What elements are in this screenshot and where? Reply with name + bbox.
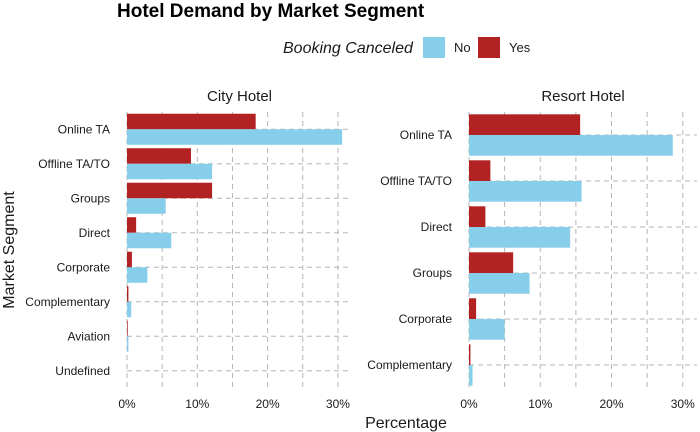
bar-complementary-no xyxy=(469,365,473,386)
y-tick-label: Online TA xyxy=(58,122,110,136)
chart-title: Hotel Demand by Market Segment xyxy=(117,1,425,22)
bar-corporate-no xyxy=(469,319,505,340)
bar-groups-yes xyxy=(469,252,514,273)
legend-label-yes: Yes xyxy=(509,40,531,55)
x-tick-label: 0% xyxy=(118,397,136,411)
legend-label-no: No xyxy=(454,40,471,55)
bar-online-ta-no xyxy=(469,135,673,156)
x-tick-label: 0% xyxy=(460,397,478,411)
bar-offline-ta-to-no xyxy=(127,163,213,180)
x-tick-label: 10% xyxy=(185,397,209,411)
x-tick-label: 20% xyxy=(256,397,280,411)
y-tick-label: Groups xyxy=(71,191,110,205)
y-tick-label: Direct xyxy=(79,226,111,240)
bar-corporate-yes xyxy=(127,251,132,268)
bar-corporate-yes xyxy=(469,298,477,319)
y-axis-label: Market Segment xyxy=(1,191,18,309)
bar-complementary-no xyxy=(127,301,132,318)
y-tick-label: Complementary xyxy=(367,358,452,372)
bar-online-ta-yes xyxy=(469,114,581,135)
bar-direct-yes xyxy=(127,217,137,233)
legend-title: Booking Canceled xyxy=(283,40,414,57)
x-axis-label: Percentage xyxy=(365,415,447,432)
bar-groups-yes xyxy=(127,182,213,199)
bar-aviation-no xyxy=(127,336,129,352)
bar-direct-no xyxy=(127,232,172,249)
bar-online-ta-no xyxy=(127,129,343,145)
y-tick-label: Complementary xyxy=(25,295,110,309)
y-tick-label: Undefined xyxy=(55,364,110,378)
bar-direct-no xyxy=(469,227,571,248)
legend-swatch-yes xyxy=(478,37,500,58)
bar-groups-no xyxy=(469,273,530,294)
bar-complementary-yes xyxy=(469,344,471,365)
facet-resort-hotel: Resort Hotel 0% 10% 20% 30% Online TA Offline … xyxy=(367,88,697,411)
bar-online-ta-yes xyxy=(127,113,256,130)
x-tick-label: 30% xyxy=(326,397,350,411)
y-tick-label: Groups xyxy=(413,266,452,280)
bar-complementary-yes xyxy=(127,286,129,302)
bar-groups-no xyxy=(127,198,166,214)
bar-direct-yes xyxy=(469,206,486,227)
legend: Booking Canceled No Yes xyxy=(283,37,531,58)
y-tick-label: Offline TA/TO xyxy=(380,174,452,188)
y-tick-label: Direct xyxy=(421,220,453,234)
x-tick-label: 30% xyxy=(671,397,695,411)
y-tick-label: Corporate xyxy=(57,260,111,274)
x-tick-label: 10% xyxy=(528,397,552,411)
facet-title: Resort Hotel xyxy=(541,88,624,105)
legend-swatch-no xyxy=(423,37,445,58)
bar-offline-ta-to-yes xyxy=(469,160,491,181)
x-tick-label: 20% xyxy=(599,397,623,411)
bar-corporate-no xyxy=(127,267,148,283)
bar-aviation-yes xyxy=(127,320,128,337)
y-tick-label: Online TA xyxy=(400,128,452,142)
y-tick-label: Offline TA/TO xyxy=(38,157,110,171)
bar-offline-ta-to-no xyxy=(469,181,582,202)
bar-offline-ta-to-yes xyxy=(127,148,191,164)
facet-title: City Hotel xyxy=(207,88,272,105)
facet-city-hotel: City Hotel 0% 10% 20% 30% Online TA Offline TA… xyxy=(25,88,352,411)
y-tick-label: Aviation xyxy=(68,329,110,343)
y-tick-label: Corporate xyxy=(399,312,453,326)
